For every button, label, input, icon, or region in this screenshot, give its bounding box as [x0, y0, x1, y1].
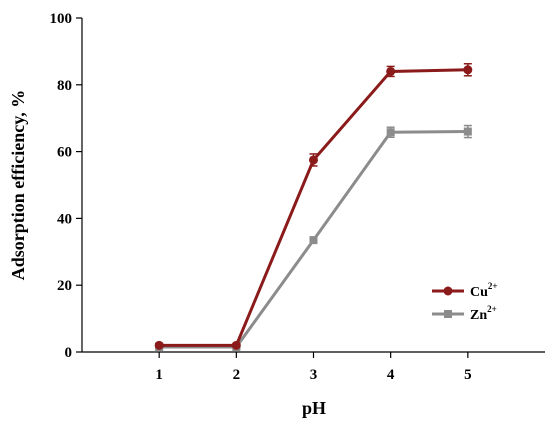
series-layer: [154, 63, 473, 351]
x-tick-label: 3: [310, 367, 318, 383]
y-ticks: 0 20 40 60 80 100: [50, 11, 82, 361]
x-tick-label: 5: [464, 367, 472, 383]
chart-axes: [81, 18, 545, 353]
data-point-cu: [154, 340, 164, 350]
y-tick-label: 100: [50, 11, 73, 27]
y-axis-title: Adsorption efficiency, %: [8, 90, 28, 281]
y-tick-label: 80: [57, 78, 72, 94]
legend-superscript-zn: 2+: [487, 304, 497, 314]
data-point-cu: [463, 65, 473, 75]
data-point-zn: [463, 127, 472, 136]
x-ticks: 1 2 3 4 5: [155, 352, 472, 383]
legend-marker-cu: [443, 286, 453, 296]
x-tick-label: 2: [233, 367, 241, 383]
legend-label-cu: Cu2+: [470, 281, 498, 300]
y-tick-label: 40: [57, 211, 72, 227]
chart-legend: Cu2+ Zn2+: [432, 281, 498, 323]
legend-label-zn: Zn2+: [470, 304, 497, 323]
y-tick-label: 20: [57, 278, 72, 294]
y-tick-label: 60: [57, 145, 72, 161]
x-tick-label: 4: [387, 367, 395, 383]
legend-marker-zn: [444, 310, 452, 318]
data-point-cu: [309, 155, 318, 165]
series-line-cu: [159, 68, 468, 347]
x-axis-title: pH: [302, 398, 326, 418]
data-point-zn: [386, 128, 395, 137]
data-point-zn: [309, 236, 318, 245]
data-point-cu: [386, 66, 396, 76]
data-point-cu: [231, 340, 241, 350]
y-tick-label: 0: [65, 345, 73, 361]
legend-superscript-cu: 2+: [488, 281, 498, 291]
x-tick-label: 1: [155, 367, 163, 383]
